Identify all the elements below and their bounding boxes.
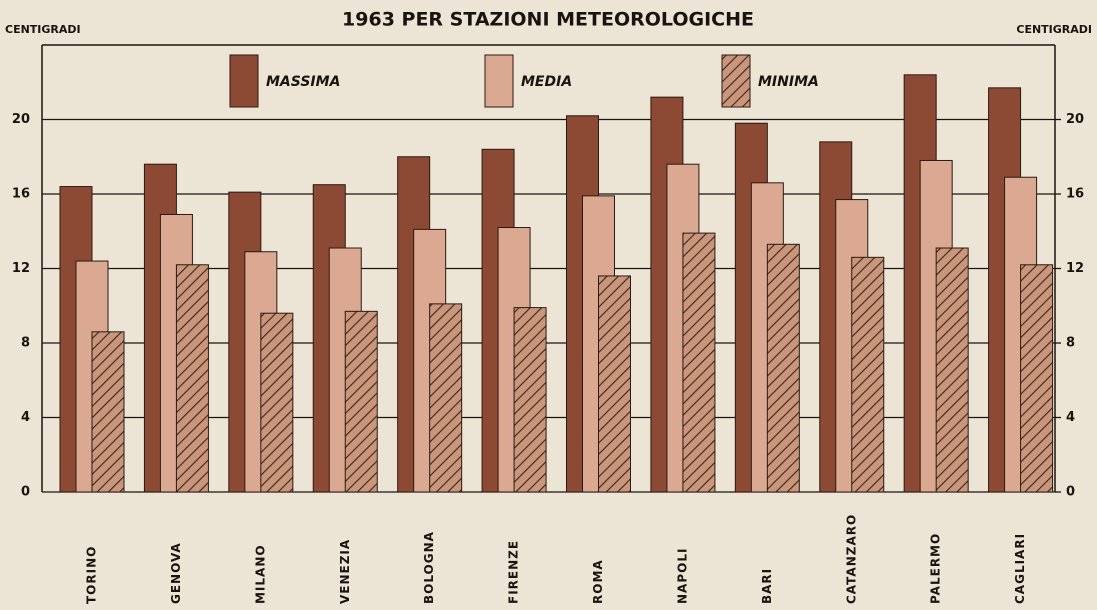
y-tick-label: 0 [21,485,30,500]
bar [1020,264,1054,493]
y-tick-label: 4 [21,410,30,425]
y2-tick-label: 4 [1066,410,1075,425]
x-tick-label: TORINO [85,546,99,604]
x-tick-label: CATANZARO [844,514,858,604]
bar [260,312,294,493]
bar [513,307,547,493]
y-tick-label: 8 [21,336,30,351]
y2-axis-label: CENTIGRADI [1016,23,1092,36]
legend-label: MEDIA [521,74,572,90]
chart-title: 1963 PER STAZIONI METEOROLOGICHE [342,9,754,31]
x-tick-label: VENEZIA [338,539,352,604]
x-tick-label: GENOVA [169,542,183,604]
y2-tick-label: 8 [1066,336,1075,351]
y-tick-label: 20 [12,112,30,127]
bar [429,303,463,493]
x-tick-label: FIRENZE [507,540,521,604]
x-tick-label: NAPOLI [675,548,689,604]
bar [851,256,885,493]
bar [175,264,209,493]
bar [344,310,378,493]
y2-tick-label: 16 [1066,187,1084,202]
bar [682,232,716,493]
y2-tick-label: 0 [1066,485,1075,500]
legend-swatch [721,54,751,108]
legend-swatch [229,54,259,108]
x-tick-label: ROMA [591,559,605,604]
y-tick-label: 12 [12,261,30,276]
legend-label: MINIMA [758,74,819,90]
x-tick-label: PALERMO [929,533,943,604]
x-tick-label: CAGLIARI [1013,533,1027,604]
legend-swatch [484,54,514,108]
bar [935,247,969,493]
y-tick-label: 16 [12,187,30,202]
x-tick-label: BARI [760,568,774,604]
x-tick-label: MILANO [253,544,267,604]
legend-label: MASSIMA [266,74,340,90]
bar [766,243,800,493]
y2-tick-label: 12 [1066,261,1084,276]
x-tick-label: BOLOGNA [422,531,436,604]
bar [598,275,631,493]
bar [91,331,125,493]
y-axis-label: CENTIGRADI [5,23,81,36]
y2-tick-label: 20 [1066,112,1084,127]
